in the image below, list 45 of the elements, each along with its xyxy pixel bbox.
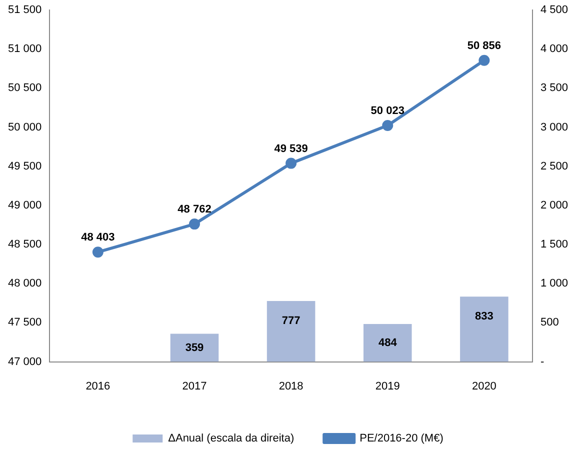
y2-tick-label: 3 000: [540, 121, 568, 134]
bar: [363, 324, 412, 362]
data-label: 777: [282, 315, 300, 328]
x-tick-label: 2016: [86, 380, 110, 392]
data-label: 359: [185, 342, 204, 354]
legend-label: PE/2016-20 (M€): [360, 432, 444, 445]
y2-tick-label: -: [540, 356, 544, 368]
legend-label: ΔAnual (escala da direita): [168, 432, 294, 445]
data-label: 833: [475, 310, 494, 323]
x-tick-label: 2018: [278, 380, 304, 392]
y-tick-label: 50 000: [8, 121, 42, 134]
data-label: 50 856: [467, 40, 502, 52]
y2-tick-label: 2 000: [540, 199, 568, 212]
x-tick-label: 2017: [182, 380, 207, 392]
y2-tick-label: 2 500: [540, 160, 568, 172]
y-tick-label: 51 500: [8, 4, 42, 16]
y-tick-label: 47 500: [8, 316, 42, 329]
point: [92, 246, 104, 258]
data-label: 50 023: [370, 105, 404, 117]
y-tick-label: 49 000: [8, 199, 42, 212]
y-tick-label: 49 500: [8, 160, 42, 172]
y-tick-label: 48 000: [8, 278, 42, 290]
x-tick-label: 2019: [375, 380, 400, 392]
y2-tick-label: 1 000: [540, 278, 568, 290]
point: [478, 54, 490, 66]
y-tick-label: 50 500: [8, 82, 42, 94]
y-tick-label: 51 000: [8, 43, 42, 56]
data-label: 48 403: [81, 232, 115, 244]
y-tick-label: 48 500: [8, 238, 42, 251]
y-tick-label: 47 000: [8, 356, 42, 368]
y2-tick-label: 4 500: [540, 4, 568, 16]
y2-tick-label: 4 000: [540, 43, 568, 56]
point: [382, 120, 394, 131]
y2-tick-label: 3 500: [540, 82, 568, 94]
x-tick-label: 2020: [472, 380, 496, 392]
y2-tick-label: 1 500: [540, 238, 568, 251]
point: [188, 218, 200, 230]
bar: [170, 334, 219, 362]
data-label: 484: [378, 336, 398, 349]
bar: [460, 296, 508, 362]
point: [286, 158, 297, 169]
bar: [266, 301, 316, 362]
data-label: 49 539: [274, 142, 308, 155]
data-label: 48 762: [178, 204, 212, 216]
y2-tick-label: 500: [540, 316, 559, 329]
